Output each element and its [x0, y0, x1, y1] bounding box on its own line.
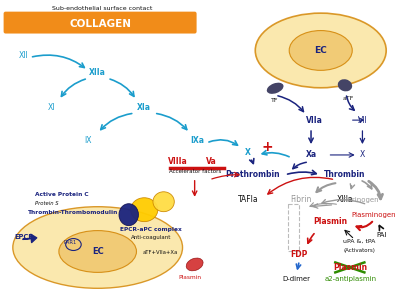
Text: COLLAGEN: COLLAGEN	[70, 19, 132, 29]
Text: uPA &, tPA: uPA &, tPA	[343, 239, 376, 244]
Text: EPCR: EPCR	[14, 233, 34, 240]
Text: Va: Va	[206, 157, 216, 166]
Text: XIIa: XIIa	[89, 68, 106, 77]
Ellipse shape	[59, 231, 136, 272]
Text: aTF+VIIa+Xa: aTF+VIIa+Xa	[143, 250, 178, 255]
Ellipse shape	[153, 192, 174, 212]
Text: X: X	[245, 148, 251, 157]
Text: VIIa: VIIa	[306, 116, 322, 125]
Text: Thrombin: Thrombin	[324, 170, 366, 179]
Text: XII: XII	[19, 51, 29, 60]
Bar	[288, 204, 299, 251]
Ellipse shape	[13, 207, 182, 288]
Text: XIIIa: XIIIa	[337, 195, 353, 204]
Text: Anti-coagulant: Anti-coagulant	[131, 235, 171, 240]
Text: Sub-endothelial surface contact: Sub-endothelial surface contact	[52, 6, 153, 11]
Text: Fibrinogen: Fibrinogen	[342, 197, 379, 203]
Text: IX: IX	[84, 135, 92, 144]
Text: EPCR-aPC complex: EPCR-aPC complex	[120, 227, 182, 232]
Text: EC: EC	[92, 247, 104, 256]
Ellipse shape	[119, 204, 138, 226]
Text: IXa: IXa	[190, 135, 204, 144]
Text: X: X	[360, 151, 365, 160]
FancyBboxPatch shape	[4, 12, 196, 34]
Text: Plasmin: Plasmin	[178, 275, 201, 280]
Text: XI: XI	[47, 103, 55, 112]
Text: TAFIa: TAFIa	[238, 195, 258, 204]
Ellipse shape	[289, 30, 352, 70]
Text: +: +	[262, 140, 273, 154]
Ellipse shape	[338, 79, 352, 91]
Ellipse shape	[255, 13, 386, 88]
Text: Plasminogen: Plasminogen	[352, 212, 396, 218]
Text: Fibrin: Fibrin	[291, 195, 312, 204]
Ellipse shape	[186, 258, 203, 271]
Ellipse shape	[131, 198, 158, 222]
Text: Plasmin: Plasmin	[313, 217, 348, 226]
Text: Thrombin-Thrombomodulin: Thrombin-Thrombomodulin	[28, 210, 118, 215]
Text: Accelerator factors: Accelerator factors	[168, 169, 221, 174]
Text: Prothrombin: Prothrombin	[226, 170, 280, 179]
Text: D-dimer: D-dimer	[282, 276, 310, 282]
Text: Plasmin: Plasmin	[333, 263, 367, 272]
Ellipse shape	[267, 83, 284, 94]
Text: XIa: XIa	[137, 103, 151, 112]
Text: aTF: aTF	[342, 96, 354, 101]
Text: Xa: Xa	[306, 151, 316, 160]
Text: PAR1: PAR1	[64, 240, 77, 245]
FancyArrowPatch shape	[23, 234, 37, 242]
Text: TF: TF	[272, 98, 279, 103]
Text: PAI: PAI	[377, 232, 387, 238]
Text: Protein S: Protein S	[35, 201, 58, 206]
Text: FDP: FDP	[291, 250, 308, 259]
Text: EC: EC	[314, 46, 327, 55]
Text: VIIIa: VIIIa	[168, 157, 188, 166]
Text: VII: VII	[358, 116, 367, 125]
Text: Active Protein C: Active Protein C	[35, 192, 88, 197]
Text: (Activators): (Activators)	[344, 248, 376, 253]
Text: a2-antiplasmin: a2-antiplasmin	[325, 276, 377, 282]
